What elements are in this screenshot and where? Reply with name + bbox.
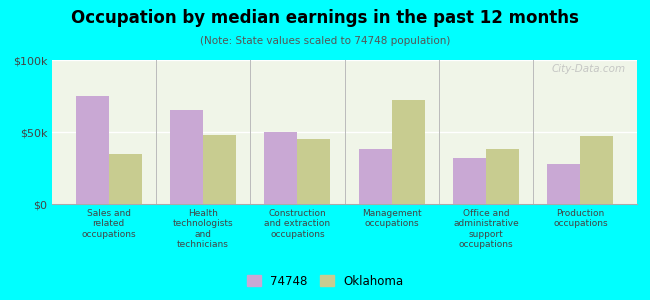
Bar: [170, 110, 203, 204]
Text: (Note: State values scaled to 74748 population): (Note: State values scaled to 74748 popu…: [200, 36, 450, 46]
Bar: [453, 158, 486, 204]
Bar: [297, 139, 330, 204]
Bar: [265, 132, 297, 204]
Bar: [75, 96, 109, 204]
Text: Occupation by median earnings in the past 12 months: Occupation by median earnings in the pas…: [71, 9, 579, 27]
Bar: [486, 149, 519, 204]
Bar: [109, 154, 142, 204]
Bar: [203, 135, 236, 204]
Bar: [359, 149, 392, 204]
Bar: [392, 100, 424, 204]
Text: City-Data.com: City-Data.com: [551, 64, 625, 74]
Legend: 74748, Oklahoma: 74748, Oklahoma: [243, 271, 407, 291]
Bar: [580, 136, 614, 204]
Bar: [547, 164, 580, 204]
